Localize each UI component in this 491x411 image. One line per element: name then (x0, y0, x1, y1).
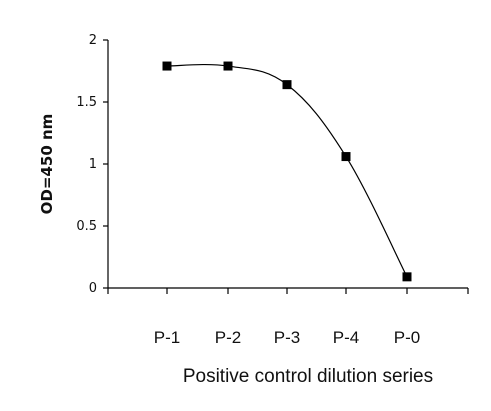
plot-area (108, 40, 468, 288)
x-axis-label: Positive control dilution series (183, 366, 433, 387)
data-point-p-4 (341, 152, 351, 162)
data-point-p-1 (162, 61, 172, 71)
data-point-p-0 (402, 272, 412, 282)
x-category-label: P-0 (394, 328, 420, 347)
series-layer (162, 61, 412, 282)
y-tick-label: 1.5 (76, 95, 97, 110)
y-tick-label: 2 (89, 33, 97, 48)
x-axis: P-1 P-2 P-3 P-4 P-0 (107, 287, 469, 347)
x-category-label: P-1 (154, 328, 180, 347)
x-category-label: P-2 (215, 328, 241, 347)
x-category-label: P-3 (274, 328, 300, 347)
y-tick-label: 1 (89, 157, 97, 172)
y-tick-label: 0.5 (76, 219, 97, 234)
y-axis-label: OD=450 nm (38, 114, 56, 215)
data-point-p-2 (223, 61, 233, 71)
x-category-label: P-4 (333, 328, 359, 347)
y-tick-label: 0 (89, 281, 97, 296)
y-axis: 0 0.5 1 1.5 2 (76, 33, 109, 296)
series-line (166, 63, 408, 278)
data-point-p-3 (282, 80, 292, 90)
